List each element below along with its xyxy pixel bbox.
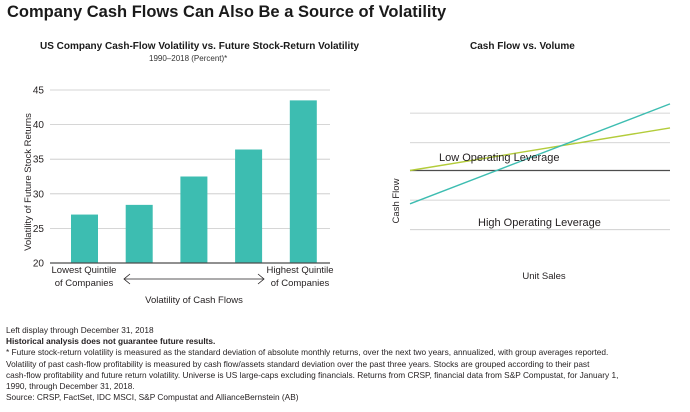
left-chart-title: US Company Cash-Flow Volatility vs. Futu…	[40, 41, 360, 52]
footnotes: Left display through December 31, 2018 H…	[6, 325, 686, 403]
footnote-disclaimer: Historical analysis does not guarantee f…	[6, 336, 216, 347]
low-operating-leverage-label: Low Operating Leverage	[439, 152, 559, 164]
x-axis-label: Volatility of Cash Flows	[145, 295, 243, 306]
footnote-date: Left display through December 31, 2018	[6, 325, 154, 335]
right-chart-title: Cash Flow vs. Volume	[470, 41, 575, 52]
unit-sales-axis-label: Unit Sales	[522, 271, 566, 282]
y-tick-label: 20	[33, 259, 45, 270]
left-chart-subtitle: 1990–2018 (Percent)*	[149, 54, 228, 63]
bar-1	[71, 214, 98, 263]
bar-4	[235, 149, 263, 263]
footnote-method-3: cash-flow profitability and future retur…	[6, 369, 619, 380]
bar-2	[125, 204, 153, 263]
y-tick-label: 25	[33, 224, 45, 235]
y-tick-label: 45	[33, 86, 45, 97]
y-tick-label: 35	[33, 155, 45, 166]
cash-flow-axis-label: Cash Flow	[391, 178, 402, 223]
footnote-method-1: * Future stock-return volatility is meas…	[6, 347, 609, 358]
high-operating-leverage-label: High Operating Leverage	[478, 217, 601, 229]
bar-5	[289, 100, 317, 263]
page-title: Company Cash Flows Can Also Be a Source …	[7, 3, 447, 21]
bar-3	[180, 176, 208, 263]
x-label-low-line1: Lowest Quintile	[52, 265, 117, 276]
x-label-low-line2: of Companies	[55, 278, 114, 289]
line-chart: Low Operating Leverage High Operating Le…	[391, 103, 671, 282]
double-arrow	[123, 273, 265, 285]
footnote-method-2: Volatility of past cash-flow profitabili…	[6, 358, 590, 369]
footnote-method-4: 1990, through December 31, 2018.	[6, 381, 135, 392]
y-tick-label: 40	[33, 120, 45, 131]
y-tick-labels: 20 25 30 35 40 45	[33, 86, 45, 270]
footnote-source: Source: CRSP, FactSet, IDC MSCI, S&P Com…	[6, 392, 299, 403]
bars	[50, 100, 330, 264]
y-axis-label: Volatility of Future Stock Returns	[23, 113, 34, 251]
x-label-high-line1: Highest Quintile	[266, 265, 333, 276]
gridlines	[410, 112, 670, 231]
y-tick-label: 30	[33, 189, 45, 200]
x-label-high-line2: of Companies	[271, 278, 330, 289]
high-operating-leverage-line	[409, 103, 671, 205]
low-operating-leverage-line	[409, 127, 671, 172]
bar-chart: 20 25 30 35 40 45 Volatility of Future Stock …	[23, 86, 334, 307]
